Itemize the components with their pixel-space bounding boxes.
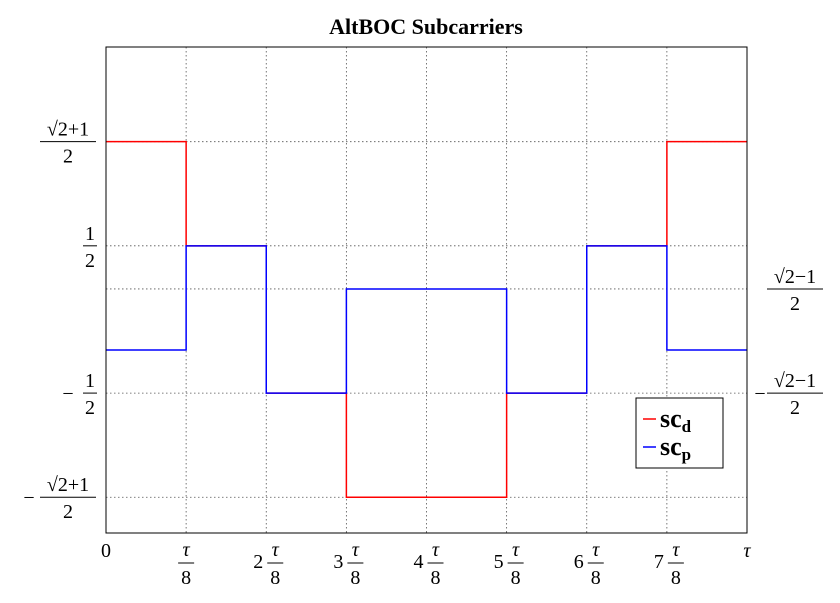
y-tick-num-right: √2−1 (774, 266, 816, 288)
chart-title: AltBOC Subcarriers (329, 14, 523, 39)
series-lines (106, 140, 747, 498)
x-tick-coef: 7 (654, 551, 664, 573)
y-tick-num-left: √2+1 (47, 474, 89, 496)
x-tick-coef: 5 (494, 551, 504, 573)
x-tick-num: τ (352, 539, 360, 561)
x-tick-den: 8 (511, 567, 521, 589)
y-tick-sign-left: − (23, 487, 34, 509)
x-tick-num: τ (183, 539, 191, 561)
series-line-sc-p (106, 245, 747, 394)
x-tick-label: 0 (101, 540, 111, 562)
x-tick-coef: 4 (414, 551, 424, 573)
x-tick-label: τ (743, 540, 751, 562)
y-tick-num-left: 1 (85, 223, 95, 245)
y-tick-den-left: 2 (63, 146, 73, 168)
x-tick-coef: 6 (574, 551, 584, 573)
x-tick-num: τ (672, 539, 680, 561)
x-tick-num: τ (592, 539, 600, 561)
y-tick-num-left: √2+1 (47, 119, 89, 141)
x-tick-den: 8 (270, 567, 280, 589)
x-tick-den: 8 (671, 567, 681, 589)
y-tick-num-left: 1 (85, 370, 95, 392)
y-tick-labels-right: √2−12−√2−12 (754, 266, 823, 419)
x-tick-num: τ (512, 539, 520, 561)
y-tick-den-left: 2 (85, 397, 95, 419)
plot-frame (105, 46, 748, 534)
y-tick-den-left: 2 (63, 501, 73, 523)
x-tick-den: 8 (431, 567, 441, 589)
x-tick-den: 8 (181, 567, 191, 589)
x-tick-num: τ (432, 539, 440, 561)
y-tick-num-right: √2−1 (774, 370, 816, 392)
x-tick-den: 8 (591, 567, 601, 589)
x-tick-coef: 2 (253, 551, 263, 573)
y-tick-den-right: 2 (790, 397, 800, 419)
y-tick-sign-right: − (754, 383, 765, 405)
legend-box (635, 397, 724, 469)
y-tick-den-right: 2 (790, 293, 800, 315)
x-tick-coef: 3 (333, 551, 343, 573)
y-tick-den-left: 2 (85, 250, 95, 272)
x-tick-den: 8 (350, 567, 360, 589)
y-tick-sign-left: − (62, 383, 73, 405)
x-tick-num: τ (272, 539, 280, 561)
